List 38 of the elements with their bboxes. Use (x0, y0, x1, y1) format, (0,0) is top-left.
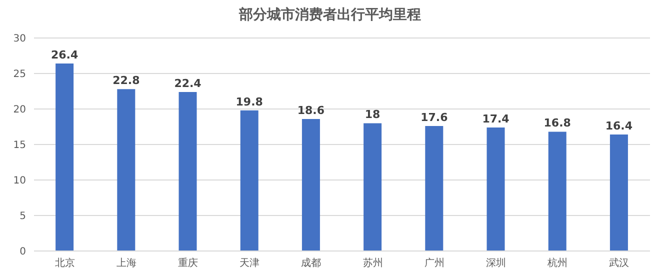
bar (302, 118, 320, 251)
y-tick-label: 5 (20, 211, 26, 222)
bar (117, 89, 136, 251)
data-label: 17.6 (420, 111, 448, 124)
y-tick-label: 10 (13, 176, 26, 187)
y-tick-label: 15 (13, 140, 26, 152)
x-tick-label: 杭州 (546, 257, 568, 270)
x-tick-label: 成都 (301, 257, 322, 270)
bar (548, 132, 566, 251)
x-tick-label: 北京 (54, 257, 75, 270)
bar (240, 110, 258, 251)
data-label: 18 (364, 108, 380, 122)
y-tick-label: 0 (20, 246, 26, 258)
chart-title: 部分城市消费者出行平均里程 (238, 6, 422, 24)
bar (56, 64, 74, 251)
data-label: 16.4 (605, 120, 633, 133)
data-label: 26.4 (50, 48, 78, 62)
data-label: 17.4 (482, 112, 510, 126)
bar (364, 123, 382, 251)
x-tick-label: 深圳 (486, 257, 506, 270)
data-label: 19.8 (236, 95, 263, 108)
data-label: 22.8 (112, 74, 140, 88)
x-tick-label: 重庆 (178, 257, 198, 270)
y-tick-label: 30 (13, 34, 26, 45)
x-tick-label: 上海 (116, 257, 136, 270)
y-tick-label: 20 (13, 104, 26, 116)
bar (425, 126, 444, 251)
data-label: 18.6 (297, 104, 325, 117)
data-label: 16.8 (544, 116, 571, 130)
data-label: 22.4 (174, 76, 202, 90)
x-tick-label: 天津 (240, 257, 260, 270)
bar (610, 134, 628, 251)
y-tick-label: 25 (13, 69, 26, 80)
x-tick-label: 苏州 (362, 257, 383, 270)
x-tick-label: 武汉 (609, 257, 630, 270)
bar (486, 127, 505, 251)
bar (178, 92, 197, 251)
x-tick-label: 广州 (424, 257, 444, 270)
